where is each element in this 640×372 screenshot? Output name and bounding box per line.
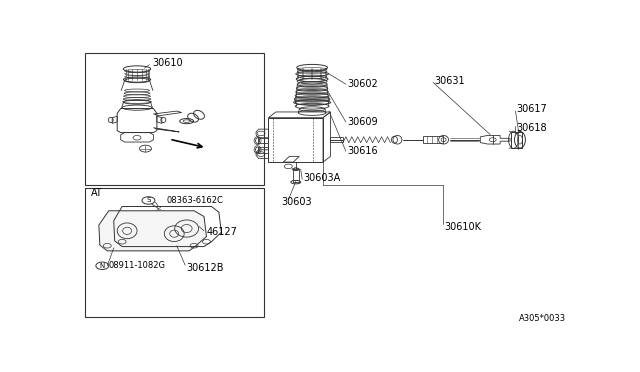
Bar	[330, 137, 343, 142]
Text: 30631: 30631	[435, 76, 465, 86]
Text: 46127: 46127	[207, 227, 237, 237]
Text: 30618: 30618	[516, 123, 547, 133]
Text: 08911-1082G: 08911-1082G	[109, 261, 166, 270]
Text: 30609: 30609	[347, 117, 378, 127]
Bar	[423, 136, 443, 143]
Text: 30602: 30602	[347, 79, 378, 89]
Text: 30612B: 30612B	[187, 263, 224, 273]
Text: A305*0033: A305*0033	[519, 314, 566, 323]
Polygon shape	[99, 211, 207, 251]
Bar	[292, 169, 299, 182]
Bar	[85, 188, 264, 317]
Bar	[511, 132, 522, 148]
Text: AT: AT	[91, 188, 102, 198]
Text: S: S	[147, 198, 150, 203]
Text: 30617: 30617	[516, 104, 547, 114]
Text: 30616: 30616	[347, 146, 378, 156]
Text: 30603: 30603	[281, 197, 312, 207]
Bar	[269, 118, 323, 162]
Text: N: N	[100, 263, 105, 269]
Text: 30603A: 30603A	[303, 173, 340, 183]
Bar	[85, 53, 264, 185]
Text: 30610: 30610	[152, 58, 182, 68]
Text: 30610K: 30610K	[445, 222, 481, 231]
Text: 08363-6162C: 08363-6162C	[167, 196, 223, 205]
